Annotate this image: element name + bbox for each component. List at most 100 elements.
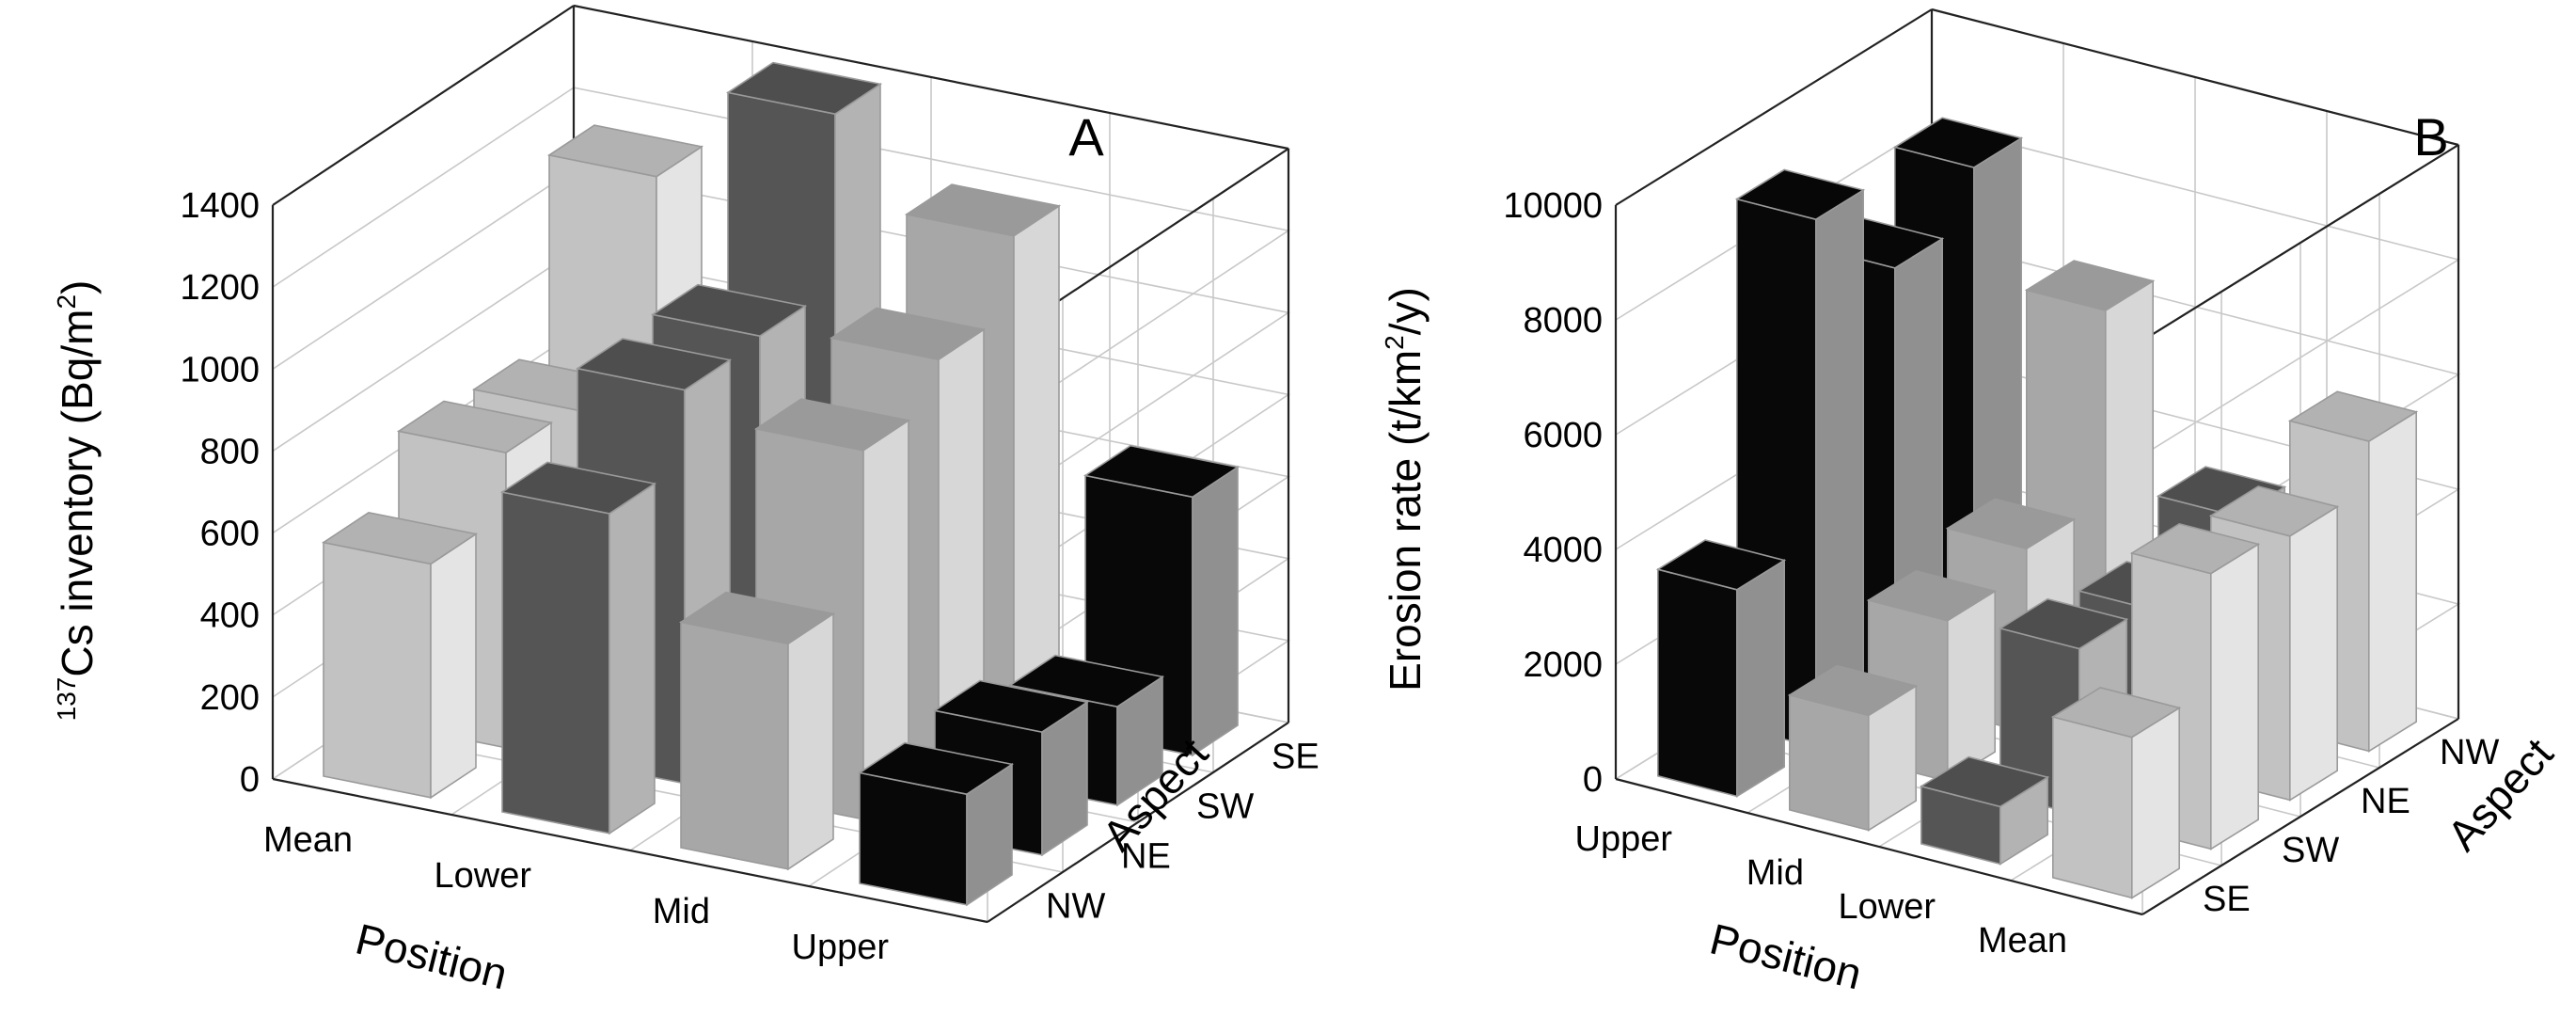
panel-letter: A bbox=[1068, 107, 1104, 167]
y-tick-label: 0 bbox=[240, 760, 260, 800]
y-tick-label: 8000 bbox=[1523, 301, 1603, 341]
y-tick-label: 800 bbox=[200, 432, 260, 471]
position-tick-label: Mid bbox=[653, 892, 710, 931]
y-tick-label: 2000 bbox=[1523, 645, 1603, 685]
bar-top-face bbox=[725, 61, 883, 116]
y-axis-title: Erosion rate (t/km2/y) bbox=[1380, 287, 1430, 691]
aspect-tick-labels: NW NE SW SE bbox=[1046, 738, 1320, 927]
axis-line bbox=[272, 777, 988, 924]
bar bbox=[857, 741, 1015, 907]
axis-frame bbox=[271, 4, 1290, 924]
bar-top-face bbox=[396, 400, 554, 453]
bar-side-face bbox=[1013, 204, 1060, 722]
chart-panel-b: 0 2000 4000 6000 8000 10000 Upper Mid Lower Mean S… bbox=[1380, 8, 2563, 998]
bar bbox=[678, 591, 836, 871]
axis-line bbox=[2141, 144, 2459, 342]
position-tick-labels: Mean Lower Mid Upper bbox=[263, 820, 889, 967]
gridline bbox=[272, 250, 575, 453]
bar-top-face bbox=[321, 511, 479, 565]
aspect-tick-label: NW bbox=[2440, 733, 2499, 772]
bar-top-face bbox=[2050, 686, 2182, 739]
bar-top-face bbox=[1007, 654, 1165, 708]
bar-top-face bbox=[2129, 522, 2261, 575]
y-axis-title-superscript: 2 bbox=[52, 294, 81, 310]
y-axis-title-text: Erosion rate (t/km bbox=[1381, 350, 1430, 691]
bar-top-face bbox=[1945, 498, 2077, 550]
bar-top-face bbox=[2024, 260, 2156, 311]
bar-top-face bbox=[1892, 117, 2024, 168]
bar-top-face bbox=[2208, 485, 2340, 537]
bar-top-face bbox=[1083, 444, 1241, 499]
bar-top-face bbox=[753, 398, 911, 452]
y-tick-label: 0 bbox=[1583, 760, 1603, 800]
y-tick-label: 1000 bbox=[180, 350, 260, 389]
aspect-tick-labels: SE SW NE NW bbox=[2203, 733, 2499, 919]
bar-top-face bbox=[499, 461, 657, 515]
position-tick-label: Mean bbox=[1978, 921, 2067, 961]
bar-front-face bbox=[680, 621, 789, 870]
position-tick-label: Lower bbox=[1839, 887, 1936, 927]
bar-side-face bbox=[608, 482, 656, 835]
bars bbox=[321, 61, 1241, 907]
bar-side-face bbox=[1736, 559, 1785, 798]
bar-side-face bbox=[2131, 706, 2180, 899]
bars bbox=[1655, 117, 2419, 899]
bar-side-face bbox=[1192, 466, 1239, 757]
bar bbox=[1655, 539, 1787, 798]
bar bbox=[2050, 686, 2182, 899]
y-axis-title-text: Cs inventory (Bq/m bbox=[53, 310, 102, 677]
bar-front-face bbox=[1789, 693, 1870, 832]
bar-front-face bbox=[2052, 715, 2133, 899]
bar-front-face bbox=[1657, 568, 1738, 798]
bar-side-face bbox=[2289, 505, 2338, 802]
y-tick-labels: 0 2000 4000 6000 8000 10000 bbox=[1503, 186, 1603, 800]
position-tick-label: Mid bbox=[1746, 853, 1804, 893]
axis-line bbox=[573, 4, 1289, 151]
bar-front-face bbox=[501, 491, 610, 834]
axis-line bbox=[1615, 777, 2143, 916]
axis-frame bbox=[1614, 8, 2460, 916]
aspect-tick-label: SW bbox=[2282, 831, 2339, 870]
bar-side-face bbox=[2210, 542, 2259, 850]
y-tick-label: 1200 bbox=[180, 268, 260, 308]
bar-top-face bbox=[2287, 390, 2419, 442]
y-tick-label: 400 bbox=[200, 596, 260, 636]
bar-front-face bbox=[323, 541, 432, 799]
bar bbox=[1919, 755, 2050, 866]
position-tick-label: Lower bbox=[435, 856, 532, 896]
y-tick-label: 10000 bbox=[1503, 186, 1603, 226]
gridline bbox=[272, 168, 575, 370]
axis-line bbox=[1931, 8, 2459, 147]
axis-line bbox=[987, 722, 1289, 923]
bar-top-face bbox=[1787, 664, 1919, 717]
y-tick-label: 200 bbox=[200, 678, 260, 718]
panel-letter: B bbox=[2413, 107, 2448, 167]
bar bbox=[1787, 664, 1919, 832]
aspect-tick-label: SE bbox=[1272, 738, 1320, 777]
bar bbox=[321, 511, 479, 800]
position-tick-label: Upper bbox=[1575, 819, 1673, 859]
y-tick-label: 4000 bbox=[1523, 531, 1603, 570]
axis-line bbox=[1615, 8, 1933, 206]
position-tick-label: Mean bbox=[263, 820, 353, 860]
y-axis-title: 137Cs inventory (Bq/m2) bbox=[52, 280, 102, 722]
bar-top-face bbox=[1919, 755, 2050, 808]
axis-line bbox=[272, 5, 575, 206]
axis-line bbox=[2141, 718, 2459, 915]
bar-top-face bbox=[829, 307, 987, 360]
y-tick-label: 6000 bbox=[1523, 416, 1603, 455]
y-tick-labels: 0 200 400 600 800 1000 1200 1400 bbox=[180, 186, 260, 800]
y-tick-label: 1400 bbox=[180, 186, 260, 226]
chart-panel-a: 0 200 400 600 800 1000 1200 1400 Mean Lower Mid Upp… bbox=[52, 4, 1320, 998]
bar-top-face bbox=[932, 679, 1090, 733]
aspect-tick-label: SW bbox=[1196, 787, 1254, 827]
bar-side-face bbox=[1815, 188, 1864, 749]
aspect-tick-label: SE bbox=[2203, 880, 2251, 919]
position-tick-labels: Upper Mid Lower Mean bbox=[1575, 819, 2068, 961]
bar-top-face bbox=[904, 183, 1062, 237]
bar-top-face bbox=[650, 283, 808, 338]
aspect-tick-label: NE bbox=[2361, 782, 2410, 821]
y-axis-title-superscript: 2 bbox=[1380, 335, 1409, 350]
y-tick-label: 600 bbox=[200, 515, 260, 554]
